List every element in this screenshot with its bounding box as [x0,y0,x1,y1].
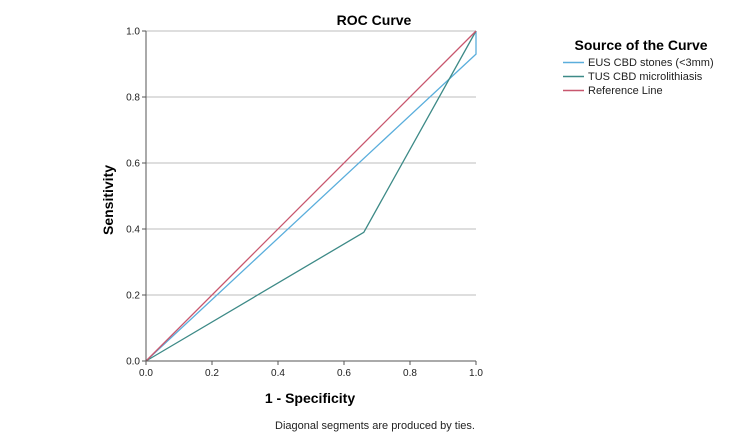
x-tick-label: 1.0 [469,368,483,379]
series-line-reference-line [145,30,477,362]
series-line-eus-cbd-stones-3mm [145,31,477,362]
x-tick-label: 0.6 [337,368,351,379]
y-tick-label: 0.0 [126,357,140,368]
x-tick-label: 0.4 [271,368,285,379]
legend-label: EUS CBD stones (<3mm) [588,57,714,69]
legend: Source of the Curve EUS CBD stones (<3mm… [563,37,714,97]
axes [142,30,477,365]
x-tick-label: 0.2 [205,368,219,379]
y-axis-title: Sensitivity [100,165,116,235]
y-tick-label: 0.6 [126,159,140,170]
footnote: Diagonal segments are produced by ties. [275,420,475,432]
x-tick-label: 0.8 [403,368,417,379]
y-tick-label: 1.0 [126,27,140,38]
legend-label: TUS CBD microlithiasis [588,71,703,83]
series-lines [145,30,477,362]
chart-title: ROC Curve [337,12,412,28]
legend-title: Source of the Curve [574,37,707,53]
y-tick-label: 0.4 [126,225,140,236]
legend-label: Reference Line [588,85,663,97]
y-tick-label: 0.2 [126,291,140,302]
tick-labels: 0.0 0.2 0.4 0.6 0.8 1.0 0.0 0.2 0.4 0.6 0.8 1.0 [126,27,483,380]
legend-items: EUS CBD stones (<3mm) TUS CBD microlithia… [563,57,714,97]
x-axis-title: 1 - Specificity [265,390,355,406]
series-line-tus-cbd-microlithiasis [145,30,477,362]
y-tick-label: 0.8 [126,93,140,104]
x-tick-label: 0.0 [139,368,153,379]
